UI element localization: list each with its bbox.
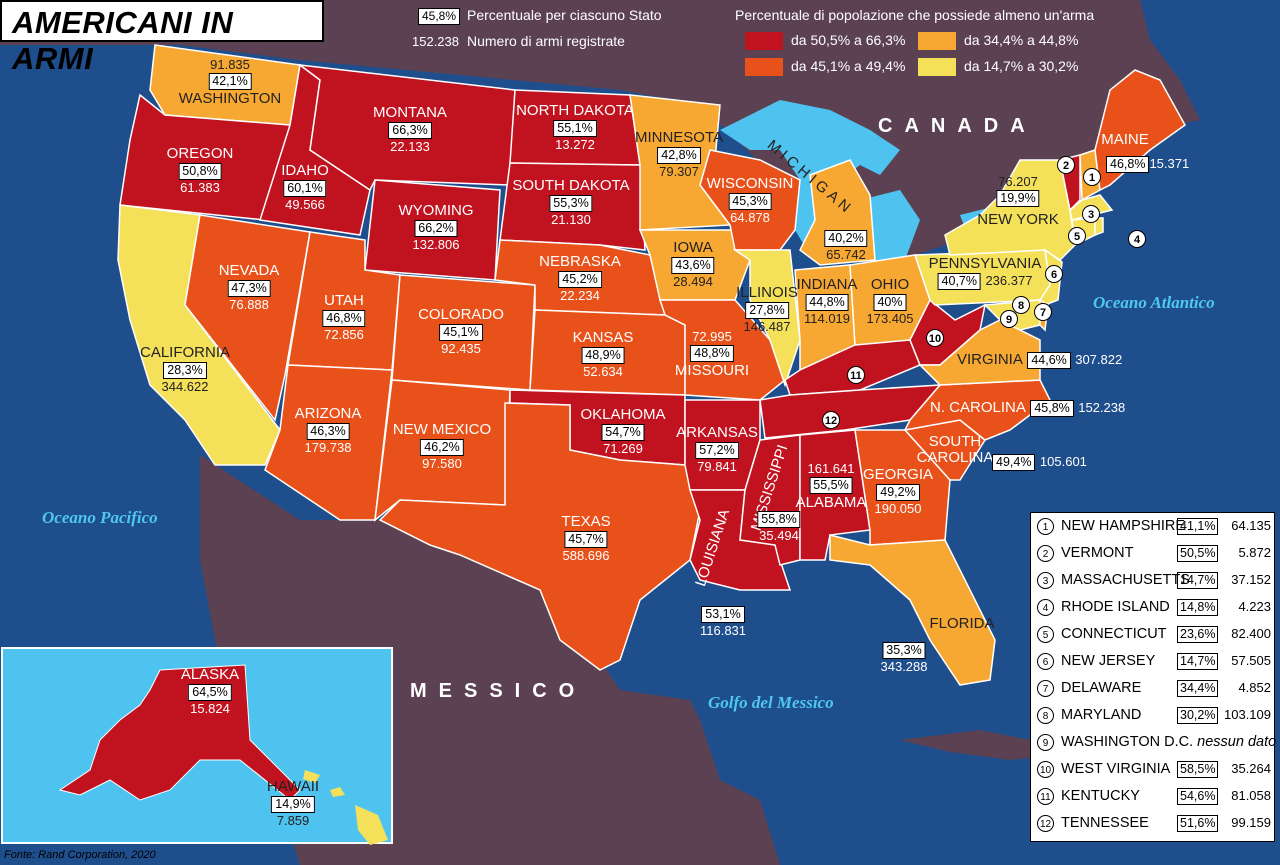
map-marker-4: 4: [1128, 230, 1146, 248]
table-row: 5 Connecticut 23,6% 82.400: [1037, 623, 1273, 649]
state-label-missouri: 72.995 48,8% Missouri: [674, 329, 750, 379]
state-label-maine-name: Maine: [1101, 131, 1149, 148]
map-marker-2: 2: [1057, 156, 1075, 174]
state-label-idaho: Idaho 60,1% 49.566: [281, 162, 329, 212]
state-label-northcarolina: N. Carolina 45,8% 152.238: [930, 399, 1126, 417]
state-label-texas: Texas 45,7% 588.696: [561, 513, 611, 563]
legend-class-2: da 45,1% a 49,4%: [791, 58, 906, 74]
state-label-california: California 28,3% 344.622: [139, 344, 231, 394]
table-row: 11 Kentucky 54,6% 81.058: [1037, 785, 1273, 811]
state-texas: [378, 402, 701, 671]
state-label-nebraska: Nebraska 45,2% 22.234: [539, 253, 621, 303]
legend-class-3: da 34,4% a 44,8%: [964, 32, 1079, 48]
map-marker-8: 8: [1012, 296, 1030, 314]
map-marker-3: 3: [1082, 205, 1100, 223]
state-label-hawaii: Hawaii 14,9% 7.859: [266, 778, 320, 828]
label-atlantic: Oceano Atlantico: [1093, 293, 1215, 312]
table-row: 10 West Virginia 58,5% 35.264: [1037, 758, 1273, 784]
state-label-ohio: Ohio 40% 173.405: [866, 276, 914, 326]
legend-class-4: da 14,7% a 30,2%: [964, 58, 1079, 74]
legend-swatch-2: [745, 58, 783, 76]
label-gulf: Golfo del Messico: [708, 693, 834, 712]
table-row: 4 Rhode Island 14,8% 4.223: [1037, 596, 1273, 622]
state-label-michigan: 40,2% 65.742: [824, 230, 868, 262]
legend-guns-desc: Numero di armi registrate: [467, 33, 625, 49]
state-arizona: [264, 364, 393, 521]
legend-percent-desc: Percentuale per ciascuno Stato: [467, 7, 662, 23]
legend-percent-sample: 45,8%: [418, 8, 461, 25]
map-marker-10: 10: [926, 329, 944, 347]
state-label-arkansas: Arkansas 57,2% 79.841: [676, 424, 758, 474]
lakes: [720, 100, 1005, 285]
table-row: 1 New Hampshire 41,1% 64.135: [1037, 515, 1273, 541]
state-label-minnesota: Minnesota 42,8% 79.307: [634, 129, 724, 179]
table-row: 7 Delaware 34,4% 4.852: [1037, 677, 1273, 703]
map-marker-6: 6: [1045, 265, 1063, 283]
table-row: 2 Vermont 50,5% 5.872: [1037, 542, 1273, 568]
state-label-iowa: Iowa 43,6% 28.494: [671, 239, 715, 289]
table-row: 8 Maryland 30,2% 103.109: [1037, 704, 1273, 730]
state-alaska: [58, 664, 301, 801]
state-label-florida-name: Florida: [929, 615, 995, 632]
legend-guns-sample: 152.238: [412, 34, 459, 49]
state-label-arizona: Arizona 46,3% 179.738: [294, 405, 362, 455]
cuba-land: [900, 730, 1060, 760]
label-messico: MESSICO: [410, 680, 587, 702]
map-title: AMERICANI IN ARMI: [12, 5, 234, 76]
state-label-wisconsin: Wisconsin 45,3% 64.878: [706, 175, 794, 225]
label-canada: CANADA: [878, 115, 1037, 137]
state-label-newmexico: New Mexico 46,2% 97.580: [392, 421, 492, 471]
state-label-oklahoma: Oklahoma 54,7% 71.269: [580, 406, 666, 456]
state-label-washington: 91.835 42,1% Washington: [178, 57, 282, 107]
map-marker-9: 9: [1000, 310, 1018, 328]
label-pacific: Oceano Pacifico: [42, 508, 158, 527]
state-label-florida: 35,3% 343.288: [880, 642, 928, 674]
state-label-oregon: Oregon 50,8% 61.383: [166, 145, 234, 195]
legend-swatch-1: [745, 32, 783, 50]
small-states-table: 1 New Hampshire 41,1% 64.135 2 Vermont 50,5% 5…: [1030, 512, 1276, 842]
state-label-maine: 46,8% 15.371: [1106, 155, 1189, 173]
state-label-colorado: Colorado 45,1% 92.435: [418, 306, 504, 356]
state-florida: [829, 534, 996, 686]
title-box: AMERICANI IN ARMI: [0, 0, 324, 76]
state-label-virginia: Virginia 44,6% 307.822: [957, 351, 1123, 369]
state-label-kansas: Kansas 48,9% 52.634: [572, 329, 634, 379]
state-label-indiana: Indiana 44,8% 114.019: [796, 276, 858, 326]
legend-class-1: da 50,5% a 66,3%: [791, 32, 906, 48]
legend-swatch-3: [918, 32, 956, 50]
state-label-northdakota: North Dakota 55,1% 13.272: [516, 102, 634, 152]
state-label-southcarolina: 49,4% 105.601: [992, 453, 1087, 471]
state-label-mississippi: 55,8% 35.494: [757, 511, 801, 543]
state-label-pennsylvania: Pennsylvania 40,7% 236.377: [928, 255, 1042, 290]
table-row: 12 Tennessee 51,6% 99.159: [1037, 812, 1273, 838]
state-hawaii: [303, 770, 388, 845]
map-marker-11: 11: [847, 366, 865, 384]
legend-swatch-4: [918, 58, 956, 76]
legend-classes-title: Percentuale di popolazione che possiede …: [735, 7, 1095, 23]
source-note: Fonte: Rand Corporation, 2020: [4, 849, 156, 861]
table-row: 6 New Jersey 14,7% 57.505: [1037, 650, 1273, 676]
state-label-georgia: Georgia 49,2% 190.050: [862, 466, 934, 516]
table-row: 3 Massachusetts 14,7% 37.152: [1037, 569, 1273, 595]
state-label-alabama: 161.641 55,5% Alabama: [795, 461, 867, 511]
state-label-alaska: Alaska 64,5% 15.824: [180, 666, 240, 716]
map-marker-1: 1: [1083, 168, 1101, 186]
state-label-wyoming: Wyoming 66,2% 132.806: [398, 202, 474, 252]
state-nevada: [184, 214, 311, 422]
map-marker-12: 12: [822, 411, 840, 429]
state-label-newyork: 76.207 19,9% New York: [977, 174, 1059, 228]
state-label-nevada: Nevada 47,3% 76.888: [218, 262, 280, 312]
state-label-utah: Utah 46,8% 72.856: [322, 292, 366, 342]
state-rhodeisland: [1094, 217, 1104, 237]
state-label-southcarolina-name: South Carolina: [916, 433, 994, 466]
state-label-illinois: Illinois 27,8% 146.487: [736, 284, 798, 334]
map-marker-5: 5: [1068, 227, 1086, 245]
map-marker-7: 7: [1034, 303, 1052, 321]
state-label-southdakota: South Dakota 55,3% 21.130: [512, 177, 630, 227]
state-label-montana: Montana 66,3% 22.133: [373, 104, 447, 154]
state-label-louisiana: 53,1% 116.831: [699, 606, 747, 638]
table-row: 9 Washington D.C. nessun dato: [1037, 731, 1276, 757]
